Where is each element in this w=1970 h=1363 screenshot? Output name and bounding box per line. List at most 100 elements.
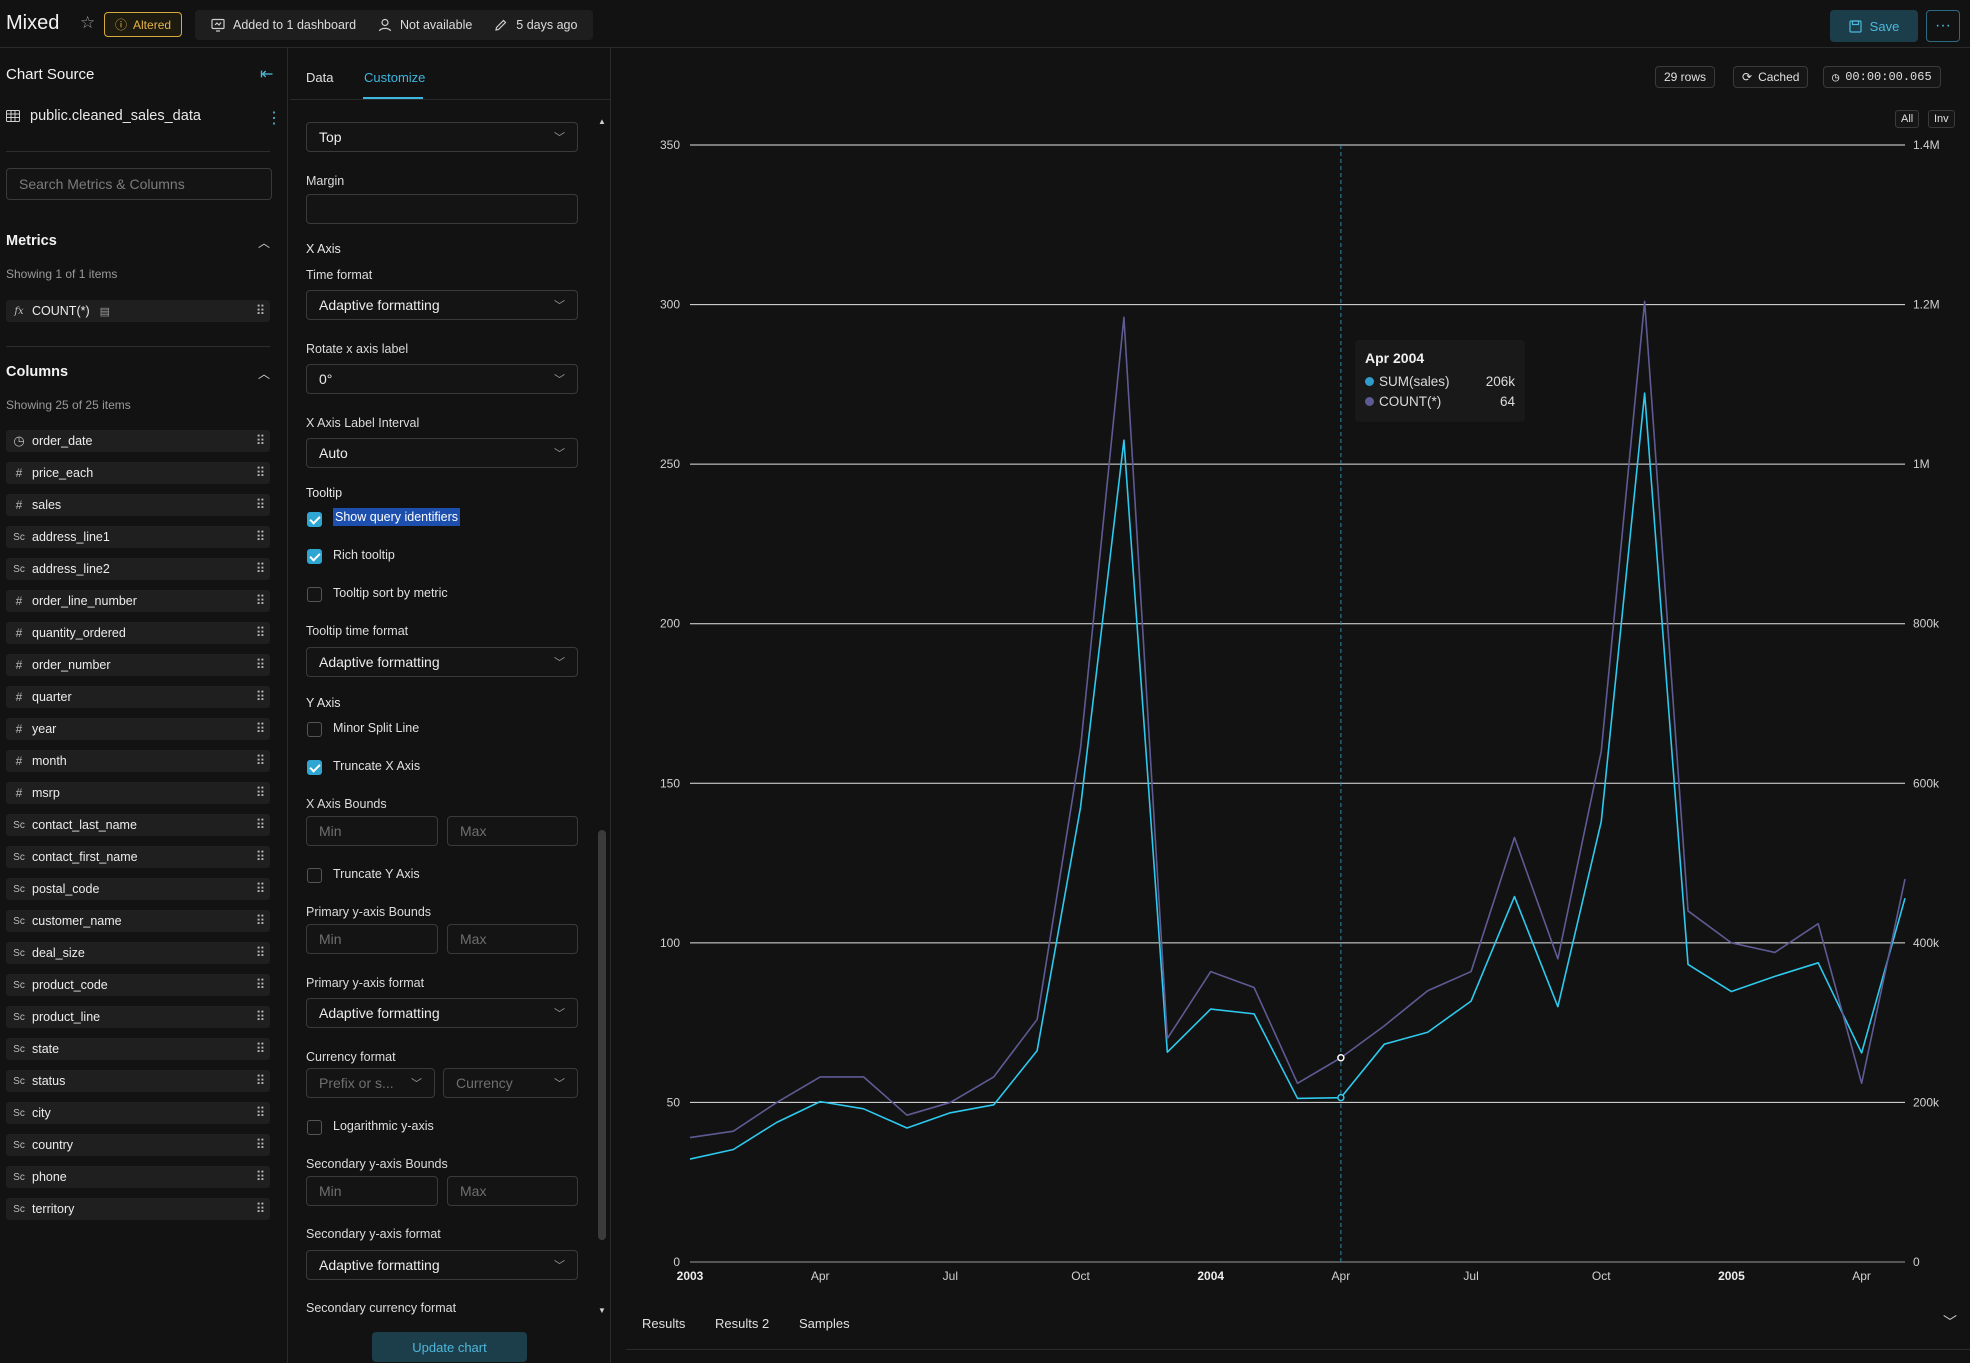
tab-data[interactable]: Data (306, 70, 334, 85)
column-item[interactable]: # year ⠿ (6, 718, 270, 740)
drag-handle-icon[interactable]: ⠿ (255, 1105, 266, 1120)
column-item[interactable]: # order_number ⠿ (6, 654, 270, 676)
drag-handle-icon[interactable]: ⠿ (255, 785, 266, 800)
tab-results-2[interactable]: Results 2 (715, 1316, 770, 1331)
column-item[interactable]: # price_each ⠿ (6, 462, 270, 484)
column-item[interactable]: # sales ⠿ (6, 494, 270, 516)
chevron-down-icon[interactable]: ﹀ (1943, 1314, 1957, 1330)
panel-scrollbar[interactable]: ▲ ▼ (598, 117, 606, 1315)
column-item[interactable]: ◷ order_date ⠿ (6, 430, 270, 452)
currency-prefix-select[interactable]: Prefix or s... ﹀ (306, 1068, 435, 1098)
time-format-select[interactable]: Adaptive formatting ﹀ (306, 290, 578, 320)
drag-handle-icon[interactable]: ⠿ (255, 561, 266, 576)
drag-handle-icon[interactable]: ⠿ (255, 625, 266, 640)
cached-badge[interactable]: ⟳ Cached (1733, 66, 1809, 88)
column-item[interactable]: Sc phone ⠿ (6, 1166, 270, 1188)
drag-handle-icon[interactable]: ⠿ (255, 593, 266, 608)
currency-select[interactable]: Currency ﹀ (443, 1068, 578, 1098)
chart-title[interactable]: Mixed (6, 12, 60, 34)
drag-handle-icon[interactable]: ⠿ (255, 657, 266, 672)
x-bounds-max-input[interactable]: Max (447, 816, 578, 846)
column-item[interactable]: Sc contact_last_name ⠿ (6, 814, 270, 836)
column-item[interactable]: Sc territory ⠿ (6, 1198, 270, 1220)
drag-handle-icon[interactable]: ⠿ (255, 1009, 266, 1024)
rich-tooltip-checkbox[interactable] (307, 549, 322, 564)
drag-handle-icon[interactable]: ⠿ (255, 977, 266, 992)
truncate-x-label[interactable]: Truncate X Axis (333, 759, 421, 773)
legend-all-button[interactable]: All (1895, 110, 1920, 128)
mixed-chart[interactable]: 0 0 50 200k 100 400k 150 600k 200 800k 250 1M 300 1.2… (620, 90, 1960, 1300)
drag-handle-icon[interactable]: ⠿ (255, 1073, 266, 1088)
tab-results[interactable]: Results (642, 1316, 686, 1331)
secondary-bounds-max-input[interactable]: Max (447, 1176, 578, 1206)
star-icon[interactable]: ☆ (80, 13, 96, 32)
scrollbar-thumb[interactable] (598, 830, 606, 1240)
drag-handle-icon[interactable]: ⠿ (255, 721, 266, 736)
margin-input[interactable] (306, 194, 578, 224)
log-axis-checkbox[interactable] (307, 1120, 322, 1135)
minor-split-label[interactable]: Minor Split Line (333, 721, 420, 735)
dashboard-meta[interactable]: Added to 1 dashboard (211, 18, 356, 32)
column-item[interactable]: Sc address_line2 ⠿ (6, 558, 270, 580)
tooltip-time-select[interactable]: Adaptive formatting ﹀ (306, 647, 578, 677)
modified-meta[interactable]: 5 days ago (494, 18, 577, 32)
drag-handle-icon[interactable]: ⠿ (255, 689, 266, 704)
drag-handle-icon[interactable]: ⠿ (255, 303, 266, 318)
primary-format-select[interactable]: Adaptive formatting ﹀ (306, 998, 578, 1028)
column-item[interactable]: Sc product_line ⠿ (6, 1006, 270, 1028)
column-item[interactable]: # quantity_ordered ⠿ (6, 622, 270, 644)
chevron-up-icon[interactable]: ︿ (258, 236, 271, 250)
tab-samples[interactable]: Samples (799, 1316, 850, 1331)
interval-select[interactable]: Auto ﹀ (306, 438, 578, 468)
drag-handle-icon[interactable]: ⠿ (255, 465, 266, 480)
truncate-x-checkbox[interactable] (307, 760, 322, 775)
secondary-format-select[interactable]: Adaptive formatting ﹀ (306, 1250, 578, 1280)
column-item[interactable]: # month ⠿ (6, 750, 270, 772)
column-item[interactable]: Sc country ⠿ (6, 1134, 270, 1156)
column-item[interactable]: # order_line_number ⠿ (6, 590, 270, 612)
column-item[interactable]: Sc postal_code ⠿ (6, 878, 270, 900)
dataset-selector[interactable]: public.cleaned_sales_data (6, 108, 201, 124)
drag-handle-icon[interactable]: ⠿ (255, 881, 266, 896)
tab-customize[interactable]: Customize (364, 70, 426, 85)
log-axis-label[interactable]: Logarithmic y-axis (333, 1119, 434, 1133)
dataset-menu-icon[interactable]: ⋮ (266, 110, 282, 127)
column-item[interactable]: Sc city ⠿ (6, 1102, 270, 1124)
primary-bounds-min-input[interactable]: Min (306, 924, 438, 954)
chevron-up-icon[interactable]: ︿ (258, 367, 271, 381)
show-query-ids-checkbox[interactable] (307, 512, 322, 527)
drag-handle-icon[interactable]: ⠿ (255, 1201, 266, 1216)
save-button[interactable]: Save (1830, 10, 1918, 42)
show-query-ids-label[interactable]: Show query identifiers (333, 508, 460, 526)
update-chart-button[interactable]: Update chart (372, 1332, 527, 1362)
altered-badge[interactable]: ⓘ Altered (104, 12, 183, 37)
tooltip-sort-checkbox[interactable] (307, 587, 322, 602)
metric-item[interactable]: fx COUNT(*) ▤ ⠿ (6, 300, 270, 322)
drag-handle-icon[interactable]: ⠿ (255, 1169, 266, 1184)
column-item[interactable]: # msrp ⠿ (6, 782, 270, 804)
collapse-panel-icon[interactable]: ⇤ (260, 66, 274, 83)
drag-handle-icon[interactable]: ⠿ (255, 945, 266, 960)
rotate-select[interactable]: 0° ﹀ (306, 364, 578, 394)
primary-bounds-max-input[interactable]: Max (447, 924, 578, 954)
rich-tooltip-label[interactable]: Rich tooltip (333, 548, 395, 562)
drag-handle-icon[interactable]: ⠿ (255, 1041, 266, 1056)
column-item[interactable]: Sc address_line1 ⠿ (6, 526, 270, 548)
drag-handle-icon[interactable]: ⠿ (255, 913, 266, 928)
truncate-y-checkbox[interactable] (307, 868, 322, 883)
drag-handle-icon[interactable]: ⠿ (255, 1137, 266, 1152)
drag-handle-icon[interactable]: ⠿ (255, 849, 266, 864)
search-metrics-input[interactable] (6, 168, 272, 200)
column-item[interactable]: Sc customer_name ⠿ (6, 910, 270, 932)
tooltip-sort-label[interactable]: Tooltip sort by metric (333, 586, 448, 600)
drag-handle-icon[interactable]: ⠿ (255, 529, 266, 544)
column-item[interactable]: Sc deal_size ⠿ (6, 942, 270, 964)
legend-position-select[interactable]: Top ﹀ (306, 122, 578, 152)
column-item[interactable]: Sc status ⠿ (6, 1070, 270, 1092)
drag-handle-icon[interactable]: ⠿ (255, 753, 266, 768)
drag-handle-icon[interactable]: ⠿ (255, 433, 266, 448)
truncate-y-label[interactable]: Truncate Y Axis (333, 867, 420, 881)
legend-inverse-button[interactable]: Inv (1928, 110, 1955, 128)
owner-meta[interactable]: Not available (378, 18, 472, 32)
column-item[interactable]: Sc product_code ⠿ (6, 974, 270, 996)
